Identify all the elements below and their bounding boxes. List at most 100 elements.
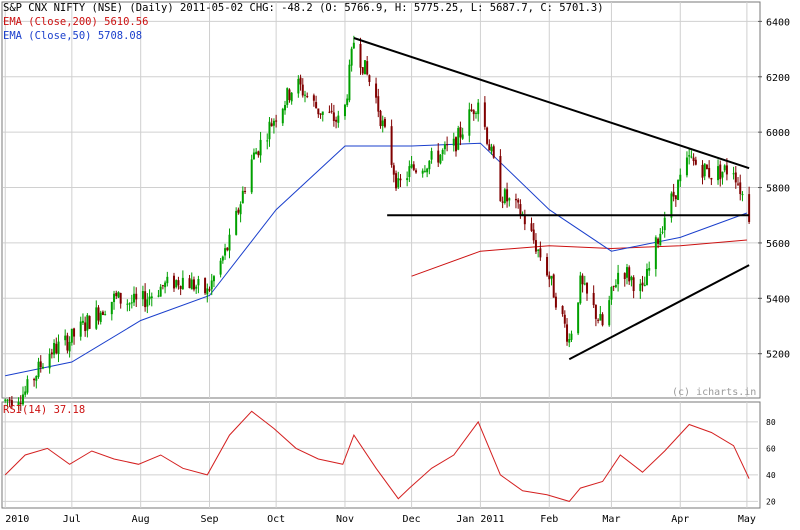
candle-body bbox=[284, 105, 287, 111]
candle-body bbox=[514, 198, 517, 201]
candle-body bbox=[537, 249, 540, 251]
candle-body bbox=[421, 170, 424, 174]
candle-body bbox=[583, 283, 586, 285]
candle-body bbox=[737, 183, 740, 185]
candle-body bbox=[57, 341, 60, 355]
candle-body bbox=[523, 215, 526, 225]
candle-body bbox=[270, 123, 273, 127]
ema200-line bbox=[411, 239, 747, 277]
candle-body bbox=[161, 285, 164, 287]
candle-body bbox=[177, 280, 180, 286]
candle-body bbox=[443, 144, 446, 150]
rsi-tick-label: 20 bbox=[766, 497, 776, 506]
candle-body bbox=[237, 209, 240, 213]
candle-body bbox=[346, 98, 349, 106]
candle-body bbox=[383, 118, 386, 127]
candle-body bbox=[723, 165, 726, 171]
rsi-tick-label: 60 bbox=[766, 444, 776, 453]
candle-body bbox=[608, 300, 611, 326]
candle-body bbox=[33, 379, 36, 381]
rsi-panel-frame bbox=[1, 401, 761, 509]
candle-body bbox=[508, 198, 511, 201]
candle-body bbox=[412, 164, 415, 170]
candle-body bbox=[439, 154, 442, 164]
candle-body bbox=[539, 248, 542, 258]
candle-body bbox=[690, 156, 693, 158]
candle-body bbox=[643, 284, 646, 287]
candle-body bbox=[81, 320, 84, 323]
candle-body bbox=[363, 60, 366, 75]
chart-title: S&P CNX NIFTY (NSE) (Daily) 2011-05-02 C… bbox=[3, 2, 604, 14]
ema200-legend: EMA (Close,200) 5610.56 bbox=[3, 16, 148, 28]
candle-body bbox=[288, 89, 291, 101]
candle-body bbox=[677, 180, 680, 200]
candle-body bbox=[206, 288, 209, 295]
candle-body bbox=[195, 286, 198, 289]
rsi-tick-label: 80 bbox=[766, 418, 776, 427]
candle-body bbox=[66, 335, 69, 351]
candle-body bbox=[415, 170, 418, 173]
candle-body bbox=[377, 96, 380, 112]
candle-body bbox=[734, 172, 737, 183]
candle-body bbox=[639, 283, 642, 292]
price-tick-label: 6000 bbox=[766, 128, 790, 139]
candle-body bbox=[348, 64, 351, 101]
candle-body bbox=[101, 311, 104, 316]
time-tick-label: Oct bbox=[267, 514, 285, 525]
candle-body bbox=[546, 256, 549, 276]
candle-body bbox=[379, 110, 382, 127]
trend-line bbox=[568, 264, 750, 361]
candle-body bbox=[392, 165, 395, 175]
ema50-line bbox=[5, 142, 748, 377]
candle-body bbox=[459, 127, 462, 138]
ema200-series bbox=[411, 239, 747, 277]
candle-body bbox=[352, 42, 355, 49]
candle-body bbox=[221, 256, 224, 261]
candle-body bbox=[674, 195, 677, 200]
candle-body bbox=[717, 166, 720, 181]
candle-body bbox=[361, 67, 364, 74]
time-tick-label: Jan 2011 bbox=[456, 514, 504, 525]
candle-body bbox=[24, 391, 27, 395]
candle-body bbox=[577, 302, 580, 334]
candle-body bbox=[703, 163, 706, 177]
candle-body bbox=[705, 164, 708, 170]
candle-body bbox=[73, 328, 76, 337]
candle-body bbox=[135, 293, 138, 300]
candle-body bbox=[99, 312, 102, 323]
candle-body bbox=[130, 302, 133, 304]
candle-body bbox=[597, 319, 600, 321]
candle-body bbox=[343, 104, 346, 117]
candle-body bbox=[614, 284, 617, 288]
time-axis-ticks: Jun 2010 Jul Aug Sep Oct Nov Dec Jan 2011 Feb Mar… bbox=[0, 514, 756, 525]
candle-body bbox=[244, 190, 247, 192]
candle-body bbox=[430, 151, 433, 160]
candle-body bbox=[488, 144, 491, 151]
candle-body bbox=[210, 280, 213, 290]
candle-body bbox=[654, 237, 657, 270]
candle-body bbox=[190, 279, 193, 290]
candle-body bbox=[113, 293, 116, 303]
candle-body bbox=[725, 165, 728, 175]
candle-body bbox=[708, 167, 711, 178]
candle-body bbox=[623, 273, 626, 280]
candle-body bbox=[6, 399, 9, 401]
candle-body bbox=[648, 268, 651, 271]
candle-body bbox=[252, 152, 255, 160]
candle-body bbox=[84, 322, 87, 332]
candle-body bbox=[257, 151, 260, 156]
candle-body bbox=[501, 201, 504, 203]
candle-body bbox=[255, 151, 258, 155]
candle-body bbox=[732, 173, 735, 175]
candle-body bbox=[519, 204, 522, 217]
candle-body bbox=[399, 178, 402, 181]
candle-body bbox=[148, 296, 151, 300]
candle-body bbox=[315, 102, 318, 109]
candle-body bbox=[208, 289, 211, 291]
candle-body bbox=[266, 140, 269, 142]
candle-body bbox=[552, 274, 555, 298]
candle-body bbox=[150, 296, 153, 299]
candle-body bbox=[408, 166, 411, 178]
candle-body bbox=[70, 328, 73, 343]
trend-lines bbox=[353, 37, 750, 361]
